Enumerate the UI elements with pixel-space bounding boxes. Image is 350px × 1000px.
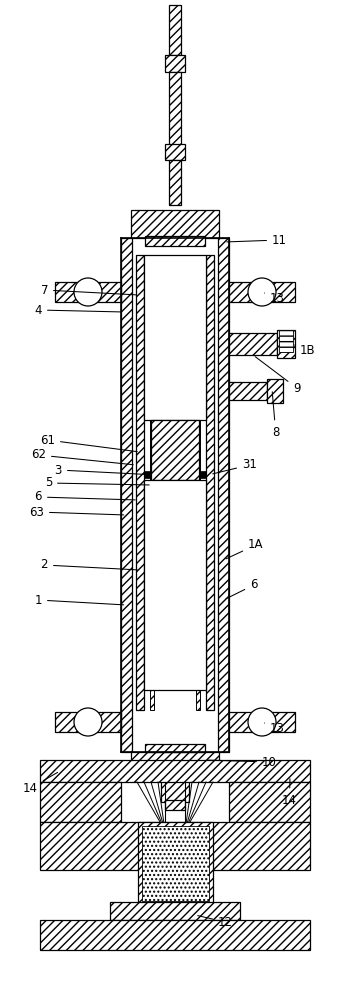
Bar	[145, 744, 205, 752]
Text: 63: 63	[29, 506, 124, 518]
Bar	[218, 238, 229, 752]
Bar	[145, 236, 205, 246]
Bar	[40, 920, 310, 950]
Text: 13: 13	[265, 292, 285, 304]
Bar	[279, 330, 293, 352]
Text: 13: 13	[265, 722, 285, 734]
Bar	[229, 382, 267, 400]
Bar	[150, 255, 154, 710]
Circle shape	[248, 278, 276, 306]
Bar	[229, 333, 277, 355]
Bar	[55, 282, 121, 302]
Text: 9: 9	[255, 357, 301, 394]
Text: 3: 3	[55, 464, 145, 477]
Bar	[165, 55, 185, 72]
Bar	[229, 782, 310, 822]
Text: 4: 4	[35, 304, 121, 316]
Bar	[277, 330, 295, 358]
Bar	[151, 420, 199, 480]
Text: 6: 6	[226, 578, 258, 599]
Bar	[144, 255, 206, 420]
Bar	[131, 752, 219, 780]
Bar	[55, 712, 121, 732]
Bar	[110, 902, 240, 920]
Circle shape	[248, 708, 276, 736]
Text: 31: 31	[213, 458, 257, 474]
Bar	[40, 760, 310, 782]
Circle shape	[74, 278, 102, 306]
Text: 11: 11	[227, 233, 287, 246]
Bar	[40, 782, 121, 822]
Bar	[267, 379, 283, 403]
Bar	[131, 210, 219, 238]
Bar	[165, 144, 185, 160]
Bar	[121, 238, 132, 752]
Text: 10: 10	[208, 756, 277, 768]
Bar	[141, 826, 209, 901]
Circle shape	[74, 708, 102, 736]
Bar	[229, 282, 295, 302]
Text: 7: 7	[41, 284, 136, 296]
Text: 8: 8	[272, 392, 279, 438]
Bar	[138, 822, 212, 905]
Text: 14: 14	[282, 779, 297, 806]
Bar	[144, 471, 151, 478]
Text: 12: 12	[198, 916, 233, 928]
Bar	[136, 255, 144, 710]
Text: 1A: 1A	[226, 538, 264, 559]
Text: 1B: 1B	[295, 344, 316, 357]
Bar	[169, 5, 181, 55]
Text: 62: 62	[31, 448, 133, 465]
Bar	[144, 480, 206, 690]
Text: 6: 6	[35, 490, 135, 504]
Bar	[169, 72, 181, 145]
Bar	[165, 800, 185, 810]
Bar	[206, 255, 214, 710]
Text: 2: 2	[41, 558, 137, 572]
Bar	[199, 471, 206, 478]
Bar	[161, 780, 189, 802]
Bar	[229, 712, 295, 732]
Bar	[169, 160, 181, 205]
Text: 1: 1	[35, 593, 124, 606]
Bar	[196, 255, 200, 710]
Text: 14: 14	[23, 772, 58, 794]
Text: 5: 5	[45, 477, 149, 489]
Text: 61: 61	[40, 434, 137, 452]
Bar	[40, 822, 310, 870]
